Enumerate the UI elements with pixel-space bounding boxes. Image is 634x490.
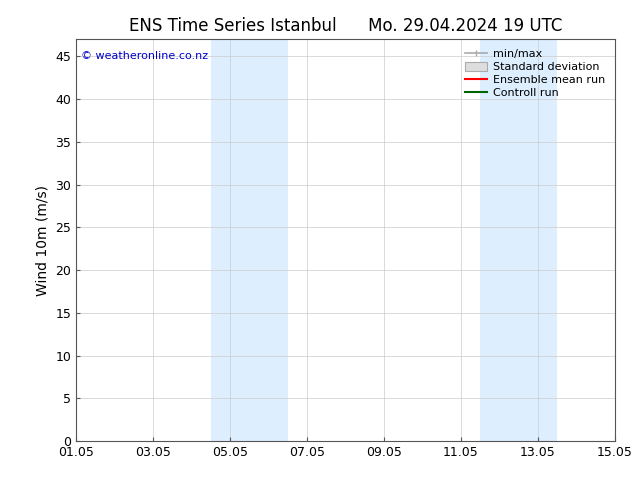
Bar: [210, 39, 288, 441]
Y-axis label: Wind 10m (m/s): Wind 10m (m/s): [36, 185, 50, 295]
Legend: min/max, Standard deviation, Ensemble mean run, Controll run: min/max, Standard deviation, Ensemble me…: [460, 45, 609, 102]
Title: ENS Time Series Istanbul      Mo. 29.04.2024 19 UTC: ENS Time Series Istanbul Mo. 29.04.2024 …: [129, 17, 562, 35]
Bar: [480, 39, 557, 441]
Text: © weatheronline.co.nz: © weatheronline.co.nz: [81, 51, 209, 61]
